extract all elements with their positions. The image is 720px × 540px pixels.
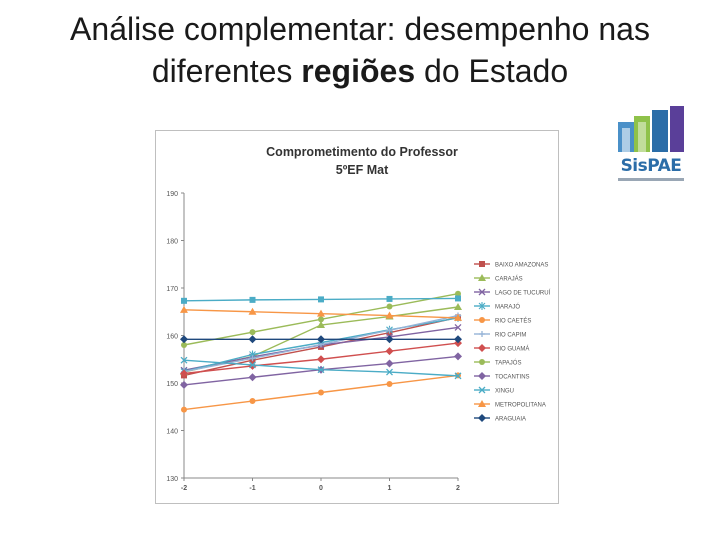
sispae-logo-icon xyxy=(618,106,684,152)
slide-title: Análise complementar: desempenho nas dif… xyxy=(0,8,720,92)
data-point-s6-0 xyxy=(180,369,188,378)
legend-marker-1 xyxy=(478,274,486,281)
legend-label-9: XINGU xyxy=(495,389,514,395)
legend-label-0: BAIXO AMAZONAS xyxy=(495,263,548,269)
data-point-s11-4 xyxy=(454,335,462,344)
data-point-s9-3 xyxy=(386,368,393,376)
data-point-s12-0 xyxy=(181,297,187,304)
data-point-s7-3 xyxy=(386,303,393,310)
data-point-s12-3 xyxy=(386,295,393,302)
data-point-s8-4 xyxy=(454,352,462,361)
data-point-s5-3 xyxy=(386,327,393,334)
slide-title-line-2: diferentes regiões do Estado xyxy=(0,50,720,92)
y-tick-label: 170 xyxy=(166,286,178,293)
legend-label-7: TAPAJÓS xyxy=(495,360,521,367)
legend-marker-9 xyxy=(478,386,486,394)
data-point-s9-4 xyxy=(454,372,462,380)
slide-title-line-1: Análise complementar: desempenho nas xyxy=(70,11,650,47)
data-point-s12-1 xyxy=(249,296,256,303)
data-point-s10-4 xyxy=(454,313,462,321)
legend-marker-2 xyxy=(478,288,486,296)
chart-title-line-1: Comprometimento do Professor xyxy=(266,145,458,159)
data-point-s1-2 xyxy=(317,321,325,329)
legend-marker-3 xyxy=(478,302,486,310)
data-point-s7-1 xyxy=(249,329,256,336)
data-point-s6-1 xyxy=(248,361,257,370)
chart-title-line-2: 5ºEF Mat xyxy=(336,163,389,177)
x-tick-label: 1 xyxy=(388,485,392,492)
data-point-s10-3 xyxy=(385,311,394,319)
legend-label-6: RIO GUAMÁ xyxy=(495,346,529,353)
legend-marker-6 xyxy=(478,344,486,352)
data-point-s8-1 xyxy=(248,373,257,382)
data-point-s12-2 xyxy=(318,296,324,303)
x-tick-label: -1 xyxy=(249,485,255,492)
legend-label-4: RIO CAETÉS xyxy=(495,318,531,325)
data-point-s6-2 xyxy=(317,355,325,364)
legend-marker-0 xyxy=(479,261,485,267)
legend-label-2: LAGO DE TUCURUÍ xyxy=(495,290,551,297)
legend-label-3: MARAJÓ xyxy=(495,304,520,311)
logo-text: SisPAE xyxy=(620,156,682,176)
data-point-s6-3 xyxy=(385,347,394,356)
data-point-s9-2 xyxy=(317,366,325,374)
x-tick-label: 2 xyxy=(456,485,460,492)
y-tick-label: 150 xyxy=(166,381,178,388)
y-tick-label: 140 xyxy=(166,429,178,436)
data-point-s2-4 xyxy=(454,323,462,331)
data-point-s10-0 xyxy=(180,305,188,313)
data-point-s7-0 xyxy=(181,342,187,348)
legend-marker-7 xyxy=(479,359,485,365)
data-point-s9-0 xyxy=(180,356,188,364)
data-point-s7-4 xyxy=(455,290,461,297)
legend-label-8: TOCANTINS xyxy=(495,375,530,381)
data-point-s1-4 xyxy=(454,303,462,310)
legend-label-10: METROPOLITANA xyxy=(495,403,546,409)
chart-frame: Comprometimento do Professor 5ºEF Mat 130 1… xyxy=(155,130,559,504)
line-chart: Comprometimento do Professor 5ºEF Mat 130 1… xyxy=(166,145,551,492)
data-point-s4-2 xyxy=(318,389,324,396)
legend-marker-10 xyxy=(478,400,486,407)
data-point-s8-0 xyxy=(180,380,188,389)
data-point-s11-1 xyxy=(248,335,257,344)
slide-title-suffix: do Estado xyxy=(415,53,569,89)
slide-title-bold: regiões xyxy=(301,53,416,89)
data-point-s9-1 xyxy=(249,361,256,369)
data-point-s12-4 xyxy=(455,295,461,302)
x-tick-label: 0 xyxy=(319,485,323,492)
data-point-s11-2 xyxy=(317,335,325,344)
data-point-s4-1 xyxy=(249,398,256,405)
y-tick-label: 180 xyxy=(166,239,178,246)
data-point-s5-1 xyxy=(249,355,256,362)
legend-marker-4 xyxy=(479,317,485,323)
data-point-s11-3 xyxy=(385,335,394,344)
y-tick-label: 190 xyxy=(166,191,178,198)
data-point-s10-2 xyxy=(317,309,325,317)
legend-marker-8 xyxy=(478,372,486,380)
legend-label-5: RIO CAPIM xyxy=(495,333,526,339)
legend-label-11: ARAGUAIA xyxy=(495,417,526,423)
data-point-s10-1 xyxy=(248,307,257,315)
logo-tagline-bar xyxy=(618,178,684,181)
x-tick-label: -2 xyxy=(181,485,187,492)
legend-label-1: CARAJÁS xyxy=(495,276,523,283)
data-point-s8-3 xyxy=(385,359,394,368)
slide-title-prefix: diferentes xyxy=(151,53,302,89)
legend-marker-11 xyxy=(478,414,486,422)
y-tick-label: 130 xyxy=(166,476,178,483)
data-point-s7-2 xyxy=(318,316,324,323)
data-point-s4-0 xyxy=(181,406,187,413)
data-point-s11-0 xyxy=(180,335,188,344)
sispae-logo: SisPAE xyxy=(612,104,690,184)
legend-marker-5 xyxy=(479,331,485,337)
data-point-s4-3 xyxy=(386,380,393,387)
y-tick-label: 160 xyxy=(166,334,178,341)
